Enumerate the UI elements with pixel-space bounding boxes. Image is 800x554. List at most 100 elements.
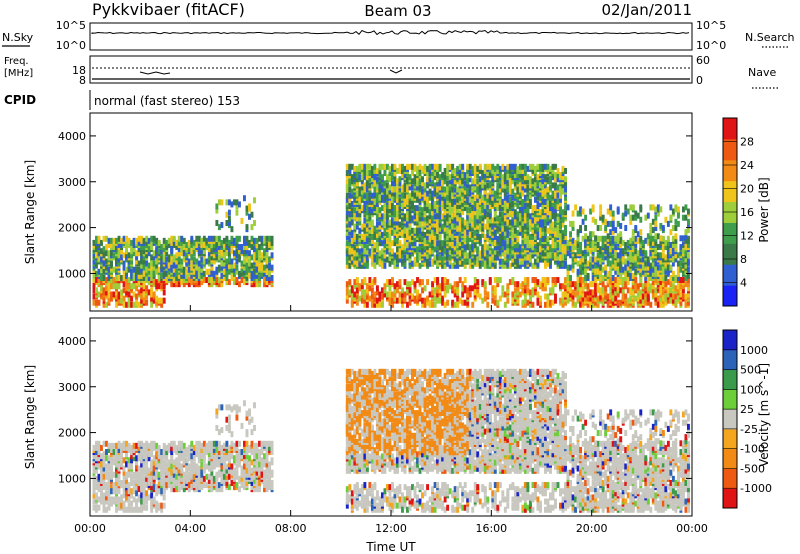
power-cell [641, 264, 645, 271]
power-cell [140, 235, 144, 242]
power-cell [182, 266, 186, 273]
power-cell [483, 250, 487, 257]
power-cell [363, 277, 367, 284]
power-cell [423, 254, 427, 261]
power-cell [391, 203, 394, 210]
power-cell [654, 299, 658, 306]
power-cell [365, 301, 369, 308]
power-cell [383, 194, 387, 201]
power-cell [225, 235, 229, 242]
power-cell [473, 172, 477, 179]
power-cell [536, 242, 540, 249]
power-cell [375, 301, 379, 308]
power-cell [170, 235, 174, 242]
power-cell [604, 235, 608, 242]
power-cell [95, 262, 98, 269]
power-cell [378, 219, 382, 226]
power-cell [200, 237, 204, 244]
power-cell [498, 248, 502, 255]
power-cell [533, 246, 537, 253]
power-cell [263, 248, 266, 255]
power-cell [115, 301, 118, 308]
power-cell [263, 235, 266, 242]
power-cell [486, 217, 490, 224]
power-cell [110, 279, 113, 286]
power-cell [629, 256, 633, 263]
power-cell [478, 293, 482, 300]
power-cell [413, 227, 417, 234]
power-cell [599, 287, 603, 294]
power-cell [140, 272, 144, 279]
power-cell [656, 264, 660, 271]
power-cell [503, 188, 507, 195]
power-cell [476, 279, 480, 286]
power-cell [579, 241, 583, 248]
power-cell [190, 264, 194, 271]
power-cell [466, 207, 470, 214]
power-cell [561, 260, 565, 267]
power-cell [187, 270, 191, 277]
power-cell [569, 264, 572, 271]
power-cell [107, 297, 111, 304]
power-cell [501, 211, 505, 218]
power-cell [473, 258, 477, 265]
power-cell [117, 297, 121, 304]
power-cell [674, 237, 678, 244]
power-cell [503, 165, 507, 172]
power-cell [426, 165, 430, 172]
power-cell [533, 205, 537, 212]
power-cell [100, 248, 103, 255]
power-cell [137, 289, 141, 296]
power-cell [210, 281, 214, 288]
power-cell [411, 178, 414, 185]
power-cell [438, 178, 442, 185]
power-cell [428, 260, 432, 267]
power-cell [365, 205, 369, 212]
power-cell [621, 277, 625, 284]
power-cell [564, 252, 567, 259]
power-cell [140, 266, 144, 273]
power-cell [621, 291, 625, 298]
power-cell [554, 277, 557, 284]
power-cell [363, 301, 367, 308]
power-cell [222, 237, 226, 244]
power-cell [426, 227, 430, 234]
power-cell [142, 237, 146, 244]
power-cell [561, 182, 565, 189]
power-cell [105, 244, 108, 251]
power-cell [471, 178, 475, 185]
power-cell [498, 295, 502, 302]
power-cell [385, 188, 389, 195]
power-cell [95, 287, 98, 294]
power-cell [523, 186, 527, 193]
power-cell [569, 244, 572, 251]
power-cell [215, 235, 219, 242]
power-cell [481, 170, 485, 177]
power-cell [142, 254, 146, 261]
power-cell [240, 260, 244, 267]
power-cell [556, 277, 560, 284]
power-cell [135, 258, 139, 265]
power-cell [401, 258, 404, 265]
power-cell [601, 250, 605, 257]
power-cell [538, 194, 542, 201]
power-cell [358, 163, 362, 170]
power-cell [112, 277, 116, 284]
power-cell [363, 289, 367, 296]
power-cell [596, 268, 600, 275]
power-cell [142, 283, 146, 290]
power-cell [676, 252, 680, 259]
power-cell [551, 242, 555, 249]
power-cell [513, 242, 517, 249]
power-cell [641, 239, 645, 246]
power-cell [160, 248, 164, 255]
power-cell [614, 244, 618, 251]
power-cell [433, 246, 437, 253]
power-cell [551, 163, 555, 170]
power-cell [120, 237, 124, 244]
power-cell [155, 262, 159, 269]
power-cell [348, 192, 352, 199]
power-cell [566, 239, 570, 246]
power-cell [197, 264, 201, 271]
power-cell [483, 188, 487, 195]
